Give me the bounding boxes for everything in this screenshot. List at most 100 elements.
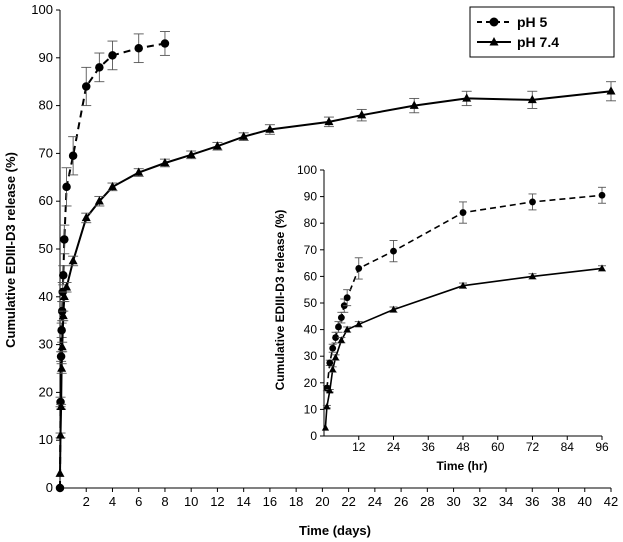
inset-y-tick-label: 30 <box>304 349 318 363</box>
inset-point-ph74 <box>337 336 345 343</box>
main-x-tick-label: 34 <box>499 494 513 509</box>
main-point-ph74 <box>62 282 72 291</box>
main-x-tick-label: 16 <box>263 494 277 509</box>
inset-point-ph74 <box>528 272 537 279</box>
main-point-ph74 <box>107 181 117 191</box>
inset-point-ph74 <box>331 353 340 361</box>
main-y-tick-label: 70 <box>39 145 53 160</box>
main-data <box>55 31 616 493</box>
inset-point-ph5 <box>326 359 334 367</box>
inset-point-ph5 <box>343 294 351 302</box>
main-point-ph74 <box>186 149 196 159</box>
inset-series-line-ph74 <box>324 267 603 429</box>
main-point-ph74 <box>212 141 222 150</box>
main-y-tick-label: 90 <box>39 50 53 65</box>
main-y-axis-label: Cumulative EDIII-D3 release (%) <box>3 152 18 348</box>
main-x-tick-label: 32 <box>473 494 487 509</box>
main-x-tick-label: 4 <box>109 494 116 509</box>
main-point-ph74 <box>606 86 616 95</box>
inset-y-tick-label: 20 <box>304 376 318 390</box>
main-point-ph74 <box>56 430 66 439</box>
main-point-ph5 <box>62 182 71 192</box>
main-x-tick-label: 8 <box>161 494 168 509</box>
inset-point-ph74 <box>389 305 398 313</box>
legend-box <box>469 6 615 58</box>
inset-point-ph74 <box>329 365 337 373</box>
inset-y-tick-label: 70 <box>304 243 318 257</box>
legend-marker-ph5 <box>489 17 499 27</box>
inset-y-tick-label: 100 <box>297 163 317 177</box>
inset-y-tick-label: 80 <box>304 216 318 230</box>
inset-x-tick-label: 24 <box>387 440 401 454</box>
main-point-ph74 <box>160 157 170 167</box>
inset-point-ph74 <box>323 402 331 410</box>
inset-y-tick-label: 90 <box>304 190 318 204</box>
main-point-ph74 <box>59 291 69 301</box>
main-point-ph74 <box>409 100 419 109</box>
inset-point-ph5 <box>335 323 342 331</box>
main-point-ph74 <box>357 110 367 119</box>
main-point-ph5 <box>95 63 104 72</box>
main-x-tick-label: 12 <box>210 494 224 509</box>
inset-point-ph5 <box>390 247 397 255</box>
main-point-ph74 <box>527 94 537 104</box>
main-x-tick-label: 28 <box>420 494 434 509</box>
main-x-tick-label: 10 <box>184 494 198 509</box>
main-point-ph74 <box>68 255 78 265</box>
main-series-line-ph5 <box>59 42 166 489</box>
main-point-ph5 <box>134 43 143 53</box>
main-point-ph74 <box>239 131 249 140</box>
main-x-tick-label: 42 <box>604 494 618 509</box>
inset-x-tick-label: 84 <box>561 440 575 454</box>
inset-y-tick-label: 60 <box>304 269 318 283</box>
main-point-ph74 <box>56 401 66 410</box>
main-y-tick-label: 60 <box>39 193 53 208</box>
main-x-tick-label: 36 <box>525 494 539 509</box>
legend-label-ph74: pH 7.4 <box>517 34 559 50</box>
main-point-ph5 <box>57 326 66 335</box>
main-x-tick-label: 24 <box>368 494 382 509</box>
main-x-tick-label: 40 <box>578 494 592 509</box>
main-y-tick-label: 100 <box>31 2 53 17</box>
main-point-ph5 <box>60 235 69 244</box>
main-x-tick-label: 2 <box>83 494 90 509</box>
main-point-ph5 <box>59 271 68 280</box>
inset-point-ph5 <box>337 314 345 322</box>
main-x-tick-label: 26 <box>394 494 408 509</box>
main-y-tick-label: 20 <box>39 384 53 399</box>
inset-x-tick-label: 96 <box>595 440 609 454</box>
main-point-ph74 <box>58 310 68 320</box>
main-x-tick-label: 20 <box>315 494 329 509</box>
main-point-ph5 <box>81 82 91 91</box>
main-point-ph74 <box>57 363 67 372</box>
main-point-ph74 <box>265 124 275 133</box>
legend-label-ph5: pH 5 <box>517 14 548 30</box>
inset-point-ph74 <box>355 320 363 327</box>
main-y-tick-label: 80 <box>39 98 53 113</box>
inset-y-tick-label: 40 <box>304 323 318 337</box>
main-x-axis-label: Time (days) <box>299 523 371 538</box>
main-x-tick-label: 22 <box>341 494 355 509</box>
main-y-tick-label: 10 <box>39 432 53 447</box>
inset-x-tick-label: 72 <box>526 440 540 454</box>
main-point-ph74 <box>462 93 472 102</box>
inset-point-ph5 <box>598 191 606 199</box>
main-x-tick-label: 14 <box>236 494 250 509</box>
main-point-ph74 <box>324 116 334 126</box>
inset-x-tick-label: 60 <box>491 440 505 454</box>
main-point-ph74 <box>134 167 144 176</box>
main-y-tick-label: 40 <box>39 289 53 304</box>
inset-point-ph5 <box>529 198 536 206</box>
main-point-ph5 <box>55 483 65 493</box>
inset-point-ph74 <box>598 264 606 272</box>
inset-y-axis-label: Cumulative EDIII-D3 release (%) <box>273 210 287 391</box>
inset-point-ph74 <box>321 424 330 431</box>
inset-y-tick-label: 10 <box>304 402 318 416</box>
inset-x-tick-label: 12 <box>352 440 366 454</box>
main-point-ph74 <box>81 212 91 222</box>
main-x-tick-label: 18 <box>289 494 303 509</box>
inset-background <box>262 152 620 478</box>
main-x-tick-label: 38 <box>551 494 565 509</box>
